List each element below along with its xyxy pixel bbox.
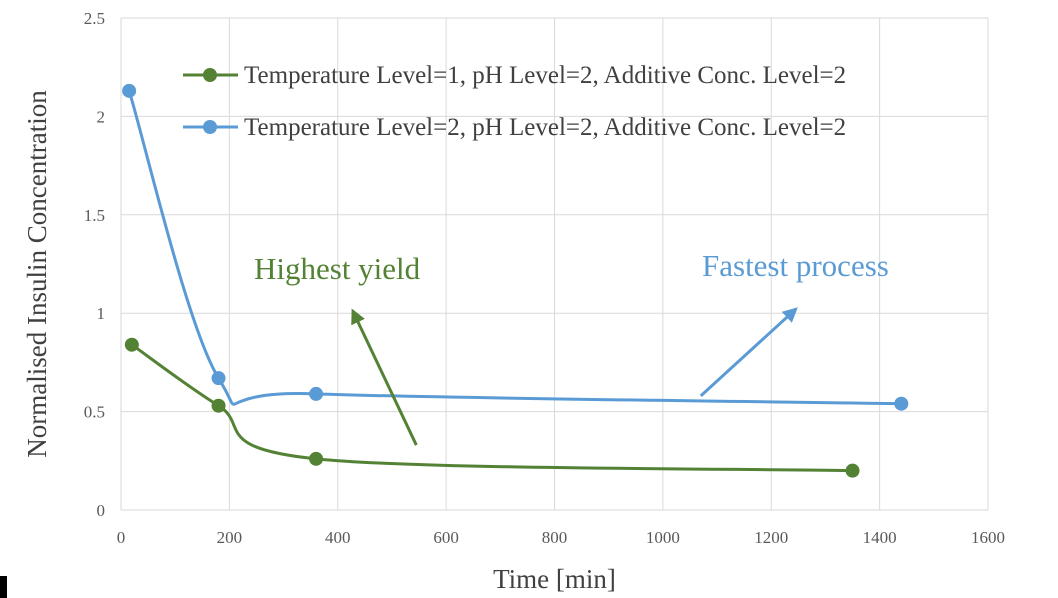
y-tick-label: 1: [97, 304, 106, 323]
series-2-point: [211, 371, 226, 386]
series: [122, 83, 909, 478]
y-tick-label: 2.5: [84, 9, 105, 28]
y-tick-label: 2: [97, 107, 106, 126]
legend-marker: [203, 120, 217, 134]
annotations: Highest yield Fastest process: [254, 248, 889, 446]
series-1-point: [845, 463, 860, 478]
y-axis-title: Normalised Insulin Concentration: [22, 90, 52, 458]
axes: 0 0.5 1 1.5 2 2.5 0 200 400 600 800 1000 1200 1400 160…: [84, 9, 1005, 547]
y-tick-label: 0.5: [84, 403, 105, 422]
x-tick-label: 600: [433, 528, 459, 547]
annotation-2: Fastest process: [699, 248, 889, 397]
x-tick-label: 1200: [754, 528, 788, 547]
x-axis-title: Time [min]: [493, 564, 616, 594]
grid: [120, 17, 989, 511]
legend-marker: [203, 68, 217, 82]
legend-entry-1: Temperature Level=1, pH Level=2, Additiv…: [183, 62, 846, 89]
annotation-arrow: [351, 308, 418, 446]
annotation-text: Fastest process: [702, 248, 889, 283]
legend-entry-2: Temperature Level=2, pH Level=2, Additiv…: [183, 114, 846, 141]
x-tick-label: 1000: [646, 528, 680, 547]
y-tick-label: 1.5: [84, 206, 105, 225]
x-tick-label: 200: [217, 528, 243, 547]
annotation-1: Highest yield: [254, 251, 421, 446]
x-tick-label: 800: [542, 528, 568, 547]
series-1: [124, 337, 860, 478]
corner-mark: [0, 576, 7, 598]
series-1-point: [211, 398, 226, 413]
series-2-point: [122, 83, 137, 98]
series-2: [122, 83, 909, 411]
x-tick-label: 1600: [971, 528, 1005, 547]
series-1-point: [124, 337, 139, 352]
legend: Temperature Level=1, pH Level=2, Additiv…: [183, 62, 846, 141]
series-2-point: [309, 386, 324, 401]
x-tick-label: 0: [117, 528, 126, 547]
series-1-point: [309, 451, 324, 466]
legend-label: Temperature Level=1, pH Level=2, Additiv…: [244, 62, 846, 89]
y-tick-label: 0: [97, 501, 106, 520]
annotation-arrow: [699, 307, 798, 397]
x-tick-label: 400: [325, 528, 351, 547]
series-2-point: [894, 396, 909, 411]
legend-label: Temperature Level=2, pH Level=2, Additiv…: [244, 114, 846, 141]
series-2-line: [127, 90, 902, 406]
series-1-line: [130, 343, 853, 473]
x-tick-label: 1400: [863, 528, 897, 547]
annotation-text: Highest yield: [254, 251, 421, 286]
